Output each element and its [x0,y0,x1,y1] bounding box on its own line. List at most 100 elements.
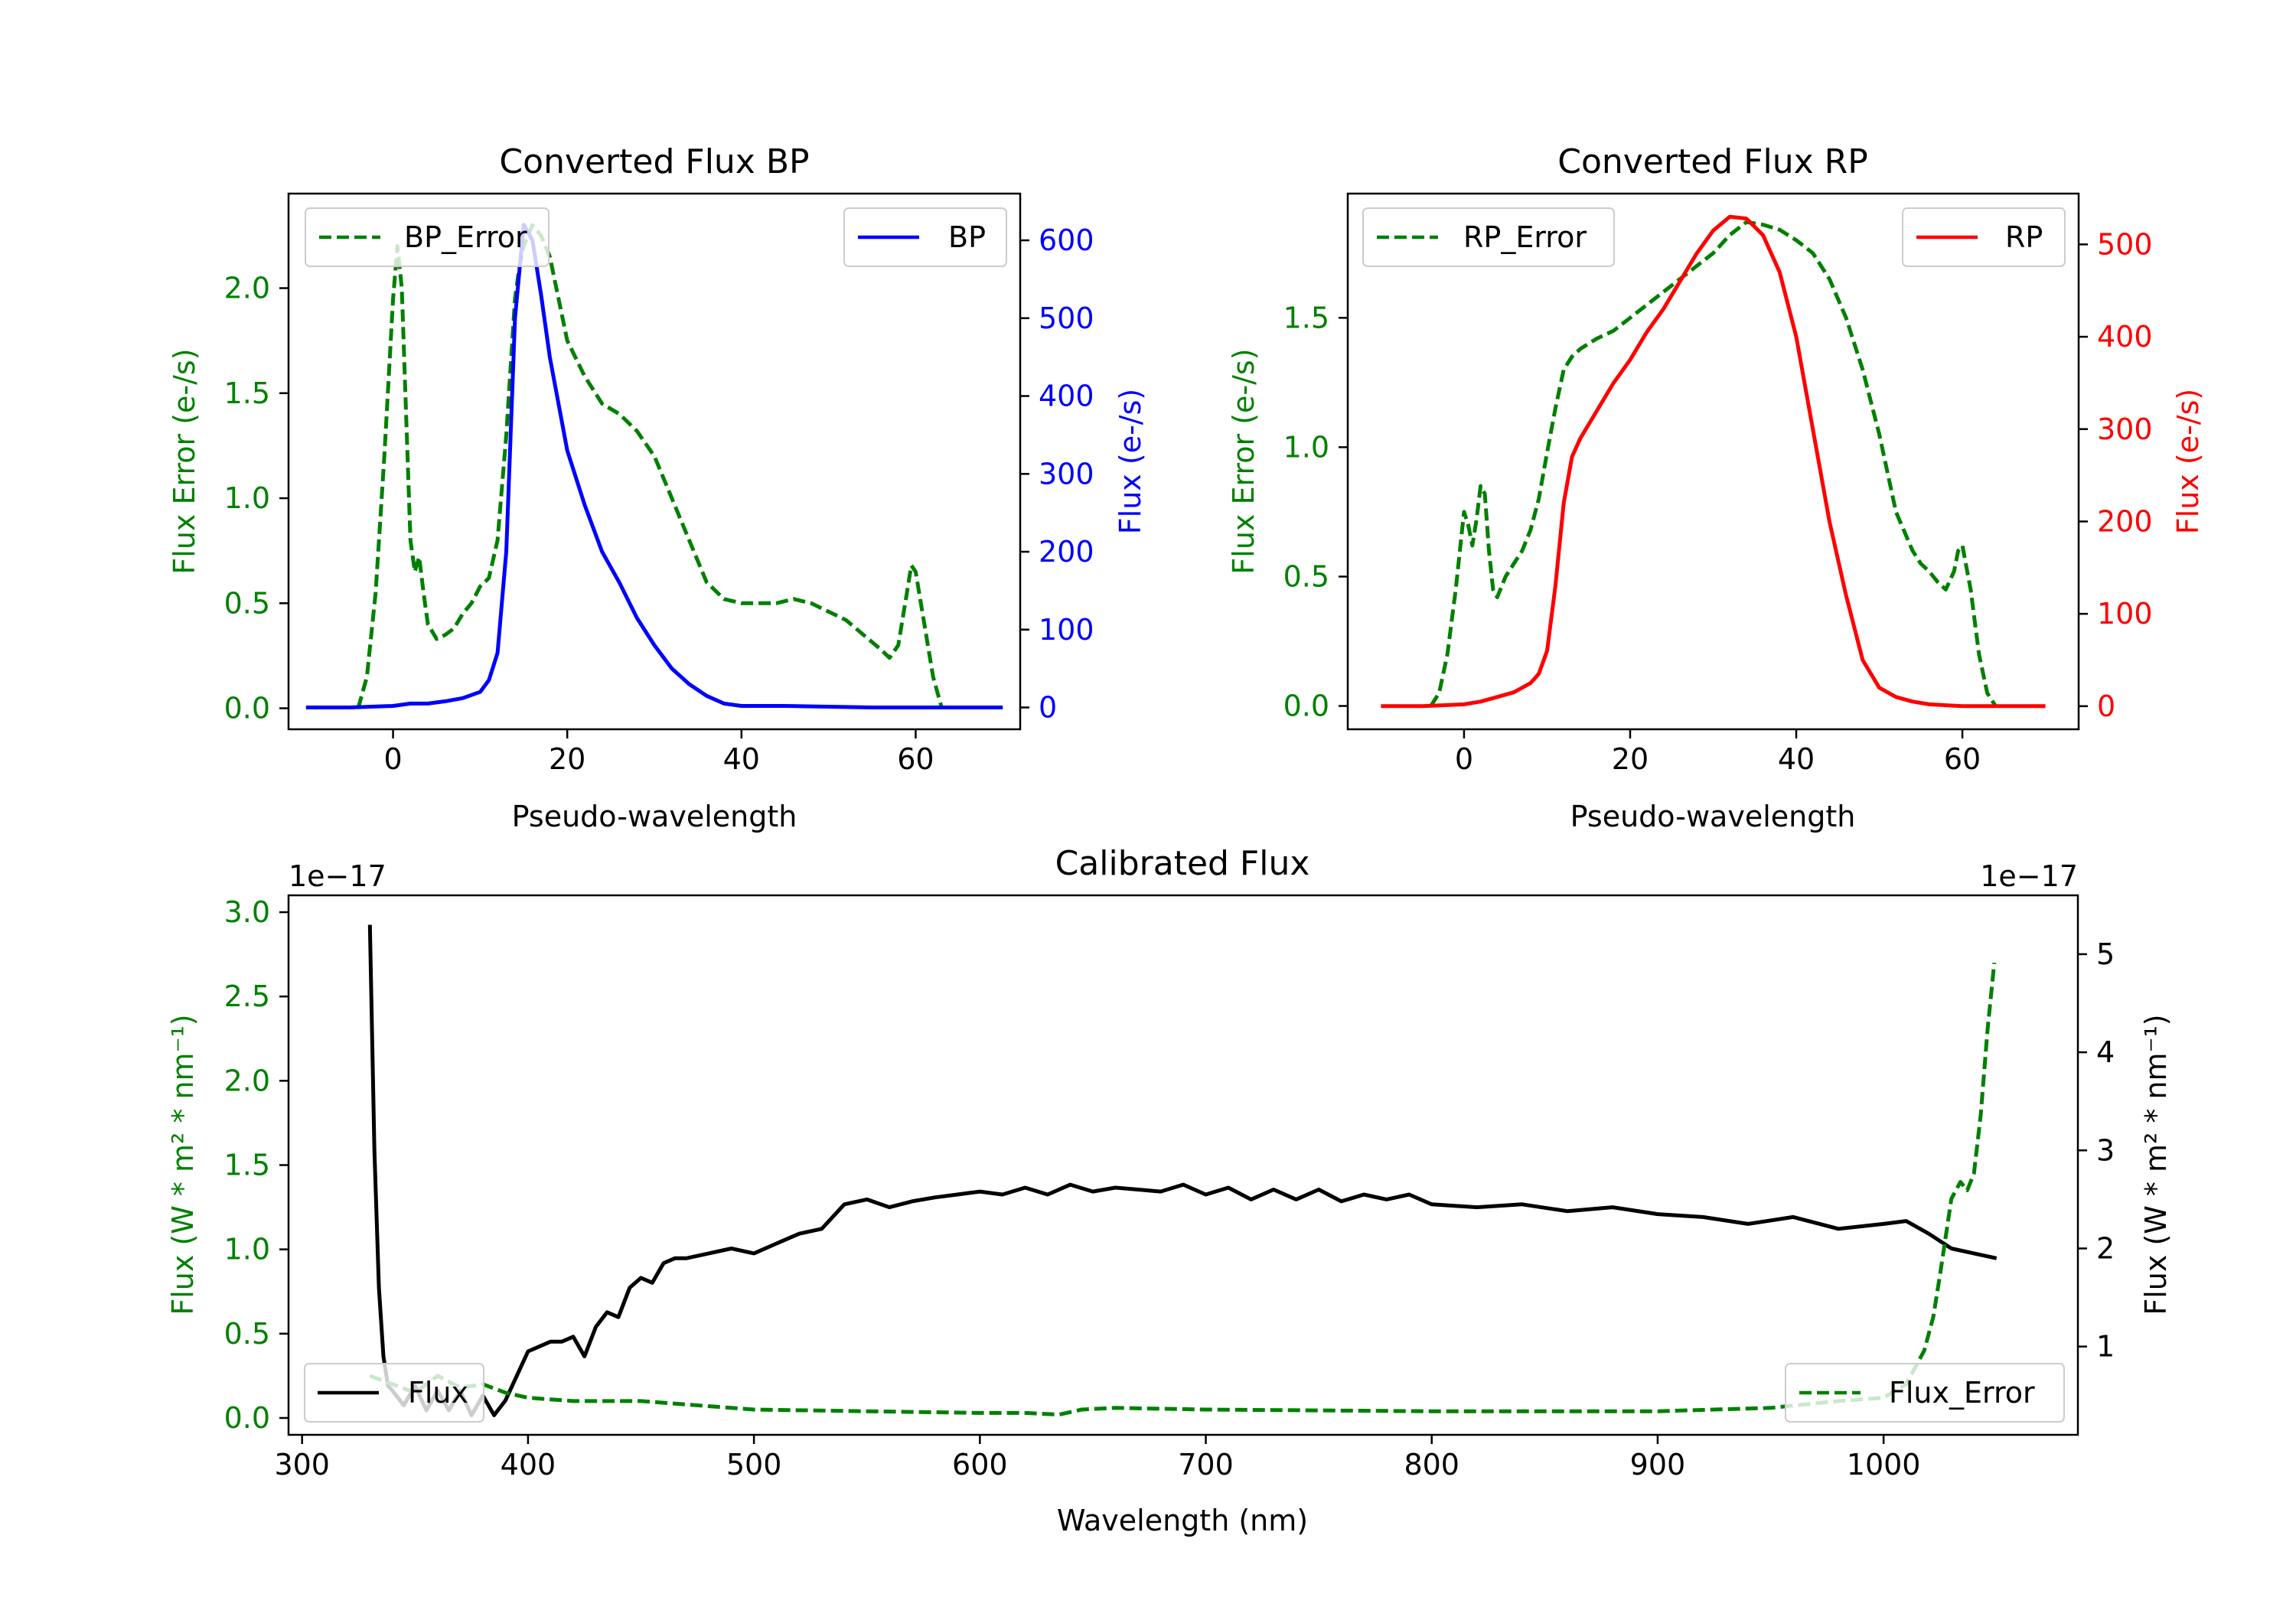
y-left-tick-label: 0.5 [224,1317,270,1351]
legend-right-bp: BP [843,207,1007,267]
y-right-tick-label: 300 [1039,457,1094,491]
legend-label-rp-error: RP_Error [1463,220,1587,254]
y-right-tick-label: 4 [2096,1035,2115,1069]
calibrated-x-ticks: 300 400 500 600 700 800 900 1000 [274,1435,1920,1482]
series-line-flux [367,924,1998,1417]
legend-label-flux: Flux [408,1376,468,1410]
y-left-tick-label: 1.0 [1283,430,1329,464]
y-right-tick-label: 2 [2096,1231,2115,1265]
rp-left-y-ticks: 0.0 0.5 1.0 1.5 [1283,301,1348,723]
bp-right-y-ticks: 0 100 200 300 400 500 600 [1020,223,1094,725]
calibrated-series-group [367,924,1998,1417]
y-right-tick-label: 1 [2096,1330,2115,1364]
legend-right-rp: RP [1902,207,2066,267]
x-tick-label: 40 [1778,742,1815,776]
bp-axes-frame [287,192,1022,731]
x-tick-label: 500 [726,1448,782,1482]
y-right-tick-label: 300 [2097,412,2153,446]
y-right-tick-label: 400 [2097,320,2153,354]
y-right-tick-label: 500 [1039,302,1094,335]
bp-left-y-ticks: 0.0 0.5 1.0 1.5 2.0 [224,272,289,725]
rp-right-y-ticks: 0 100 200 300 400 500 [2079,227,2153,723]
x-tick-label: 600 [952,1448,1008,1482]
legend-label-bp: BP [948,220,986,254]
x-tick-label: 1000 [1847,1448,1921,1482]
y-right-tick-label: 100 [1039,613,1094,647]
legend-label-rp: RP [2005,220,2043,254]
y-right-tick-label: 100 [2097,597,2153,631]
legend-box [1785,1363,2065,1423]
y-right-tick-label: 0 [2097,689,2115,723]
panel-converted-flux-bp: Converted Flux BP 0 20 40 60 0.0 0.5 1.0 1.5 2.… [168,142,1147,833]
legend-right-calibrated: Flux_Error [1785,1363,2065,1423]
bp-x-ticks: 0 20 40 60 [383,729,934,776]
x-tick-label: 300 [274,1448,330,1482]
series-line-rp [1381,214,2046,709]
panel-calibrated-flux: Calibrated Flux 300 400 500 600 700 800 900 100… [166,844,2173,1537]
x-tick-label: 60 [897,742,934,776]
y-axis-label-left-calibrated: Flux (W * m² * nm⁻¹) [166,1014,200,1315]
series-line-rp-error [1429,220,1998,707]
rp-x-ticks: 0 20 40 60 [1455,729,1981,776]
legend-box [1362,207,1615,267]
y-left-tick-label: 1.5 [224,376,270,410]
y-right-tick-label: 200 [2097,504,2153,538]
legend-box [304,1363,484,1423]
y-right-tick-label: 3 [2096,1133,2115,1167]
x-tick-label: 20 [549,742,585,776]
y-axis-label-right-bp: Flux (e-/s) [1114,389,1147,534]
rp-axes-frame [1346,192,2080,731]
x-tick-label: 400 [501,1448,556,1482]
x-tick-label: 700 [1178,1448,1234,1482]
calibrated-right-y-ticks: 1 2 3 4 5 [2078,937,2115,1364]
y-left-tick-label: 2.0 [224,272,270,305]
y-left-tick-label: 1.5 [1283,301,1329,334]
calibrated-left-y-ticks: 0.0 0.5 1.0 1.5 2.0 2.5 3.0 [224,895,289,1435]
x-tick-label: 20 [1612,742,1649,776]
rp-series-group [1381,214,2046,709]
y-left-tick-label: 0.0 [224,1401,270,1435]
legend-box [1902,207,2066,267]
y-left-tick-label: 1.5 [224,1149,270,1182]
legend-label-bp-error: BP_Error [404,220,527,254]
offset-label-right: 1e−17 [1980,859,2078,893]
y-right-tick-label: 600 [1039,223,1094,257]
legend-left-bp: BP_Error [305,207,550,267]
chart-title-bp: Converted Flux BP [499,142,809,181]
y-axis-label-right-rp: Flux (e-/s) [2171,389,2205,534]
y-axis-label-left-rp: Flux Error (e-/s) [1227,348,1261,574]
y-left-tick-label: 1.0 [224,481,270,515]
panel-converted-flux-rp: Converted Flux RP 0 20 40 60 0.0 0.5 1.0 1.5 0… [1227,142,2205,833]
legend-box [843,207,1007,267]
bp-series-group [305,223,1003,709]
chart-title-calibrated: Calibrated Flux [1055,844,1310,883]
legend-box [305,207,550,267]
y-right-tick-label: 0 [1039,691,1057,725]
legend-left-calibrated: Flux [304,1363,484,1423]
y-right-tick-label: 400 [1039,380,1094,413]
y-left-tick-label: 0.0 [224,692,270,725]
x-axis-label-calibrated: Wavelength (nm) [1057,1504,1308,1537]
chart-title-rp: Converted Flux RP [1557,142,1868,181]
y-left-tick-label: 2.0 [224,1064,270,1097]
x-tick-label: 900 [1630,1448,1686,1482]
y-left-tick-label: 3.0 [224,895,270,929]
y-left-tick-label: 0.0 [1283,689,1329,723]
y-left-tick-label: 1.0 [224,1233,270,1266]
x-tick-label: 0 [383,742,402,776]
y-left-tick-label: 0.5 [1283,559,1329,593]
series-line-bp-error [356,223,944,709]
y-axis-label-right-calibrated: Flux (W * m² * nm⁻¹) [2139,1014,2173,1315]
y-left-tick-label: 2.5 [224,980,270,1013]
y-right-tick-label: 5 [2096,937,2115,971]
y-axis-label-left-bp: Flux Error (e-/s) [168,348,201,574]
y-left-tick-label: 0.5 [224,586,270,620]
x-tick-label: 800 [1404,1448,1459,1482]
offset-label-left: 1e−17 [289,859,386,893]
y-right-tick-label: 500 [2097,227,2153,261]
series-line-bp [305,223,1003,709]
x-tick-label: 60 [1944,742,1981,776]
x-tick-label: 0 [1455,742,1473,776]
y-right-tick-label: 200 [1039,535,1094,569]
